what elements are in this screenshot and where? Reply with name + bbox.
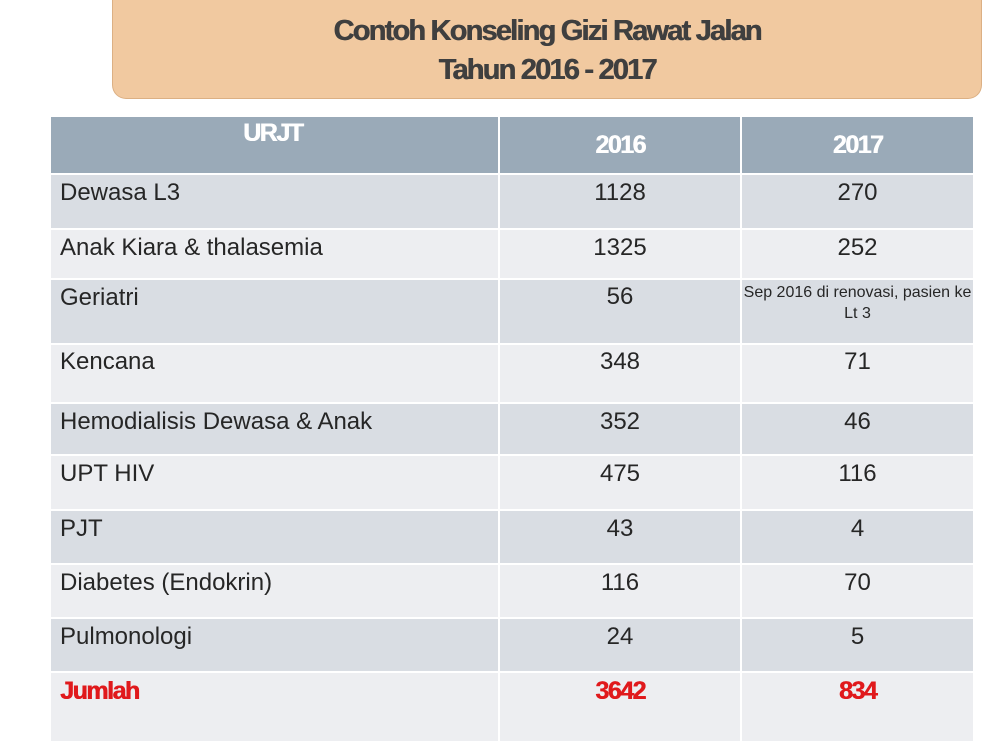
row-value-2016: 56	[498, 278, 742, 345]
table-row: Dewasa L3 1128 270	[49, 173, 975, 230]
row-label: Dewasa L3	[49, 173, 500, 230]
row-note-2017: Sep 2016 di renovasi, pasien ke Lt 3	[740, 278, 975, 345]
row-value-2016: 116	[498, 563, 742, 619]
row-label: UPT HIV	[49, 454, 500, 511]
row-label: Pulmonologi	[49, 617, 500, 673]
column-header-2017: 2017	[740, 115, 975, 175]
row-value-2017: 4	[740, 509, 975, 565]
total-value-2017: 834	[740, 671, 975, 743]
row-value-2016: 1325	[498, 228, 742, 280]
row-value-2016: 475	[498, 454, 742, 511]
row-value-2016: 348	[498, 343, 742, 404]
table-row: Kencana 348 71	[49, 343, 975, 404]
table-row: PJT 43 4	[49, 509, 975, 565]
row-label: Anak Kiara & thalasemia	[49, 228, 500, 280]
row-label: Diabetes (Endokrin)	[49, 563, 500, 619]
row-label: Kencana	[49, 343, 500, 404]
row-value-2017: 71	[740, 343, 975, 404]
table-row: Diabetes (Endokrin) 116 70	[49, 563, 975, 619]
column-header-unit: URJT	[49, 115, 500, 175]
title-banner: Contoh Konseling Gizi Rawat Jalan Tahun …	[112, 0, 982, 99]
row-value-2016: 24	[498, 617, 742, 673]
page-title: Contoh Konseling Gizi Rawat Jalan	[333, 15, 762, 47]
table-row: Geriatri 56 Sep 2016 di renovasi, pasien…	[49, 278, 975, 345]
row-label: Hemodialisis Dewasa & Anak	[49, 402, 500, 456]
row-label: Geriatri	[49, 278, 500, 345]
row-value-2017: 70	[740, 563, 975, 619]
column-header-2016: 2016	[498, 115, 742, 175]
table-row: Pulmonologi 24 5	[49, 617, 975, 673]
total-row: Jumlah 3642 834	[49, 671, 975, 743]
table-row: Hemodialisis Dewasa & Anak 352 46	[49, 402, 975, 456]
row-value-2016: 1128	[498, 173, 742, 230]
row-label: PJT	[49, 509, 500, 565]
row-value-2017: 116	[740, 454, 975, 511]
row-value-2017: 270	[740, 173, 975, 230]
row-value-2016: 43	[498, 509, 742, 565]
row-value-2017: 46	[740, 402, 975, 456]
counseling-table: URJT 2016 2017 Dewasa L3 1128 270 Anak K…	[49, 115, 975, 743]
page-subtitle: Tahun 2016 - 2017	[438, 54, 657, 86]
row-value-2017: 252	[740, 228, 975, 280]
table-row: Anak Kiara & thalasemia 1325 252	[49, 228, 975, 280]
row-value-2016: 352	[498, 402, 742, 456]
total-label: Jumlah	[49, 671, 500, 743]
total-value-2016: 3642	[498, 671, 742, 743]
table-row: UPT HIV 475 116	[49, 454, 975, 511]
row-value-2017: 5	[740, 617, 975, 673]
table-header-row: URJT 2016 2017	[49, 115, 975, 175]
